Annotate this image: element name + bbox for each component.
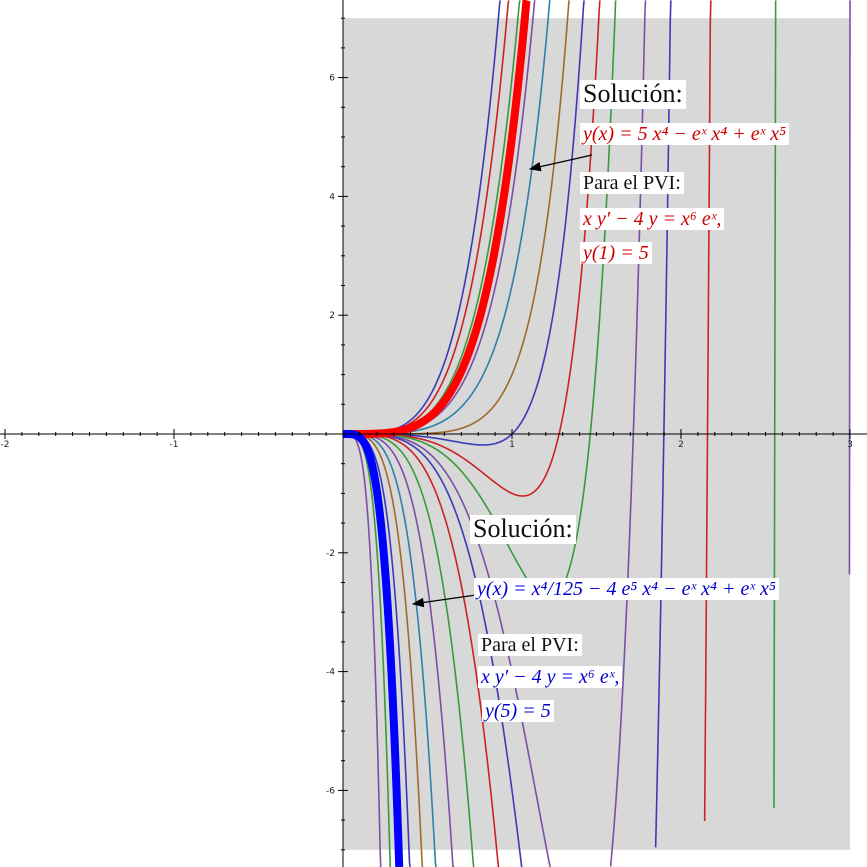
annotation-arrows <box>411 154 593 608</box>
red-initial-condition: y(1) = 5 <box>580 242 652 264</box>
y-tick-label: -2 <box>326 549 335 559</box>
x-tick-label: 2 <box>678 440 684 450</box>
x-tick-label: -2 <box>1 440 10 450</box>
red-solution-title: Solución: <box>580 79 686 109</box>
x-tick-label: 1 <box>509 440 515 450</box>
blue-arrow <box>411 594 477 608</box>
red-arrow <box>528 154 593 172</box>
y-tick-label: -6 <box>326 786 335 796</box>
y-tick-label: 6 <box>329 74 335 84</box>
blue-pvi-equation: x y′ − 4 y = x⁶ eˣ, <box>478 666 623 688</box>
blue-solution-title: Solución: <box>470 514 576 544</box>
x-tick-label: -1 <box>170 440 179 450</box>
y-tick-label: 2 <box>329 311 335 321</box>
x-tick-label: 3 <box>847 440 853 450</box>
axis-ticks: -2 -1 1 2 3 6 4 2 -2 -4 -6 <box>1 17 853 851</box>
blue-solution-formula: y(x) = x⁴/125 − 4 e⁵ x⁴ − eˣ x⁴ + eˣ x⁵ <box>474 578 779 600</box>
y-tick-label: -4 <box>326 668 335 678</box>
blue-pvi-label: Para el PVI: <box>478 634 582 656</box>
y-tick-label: 4 <box>329 192 335 202</box>
red-pvi-label: Para el PVI: <box>580 172 684 194</box>
blue-initial-condition: y(5) = 5 <box>482 700 554 722</box>
red-solution-formula: y(x) = 5 x⁴ − eˣ x⁴ + eˣ x⁵ <box>580 123 790 145</box>
red-pvi-equation: x y′ − 4 y = x⁶ eˣ, <box>580 208 725 230</box>
